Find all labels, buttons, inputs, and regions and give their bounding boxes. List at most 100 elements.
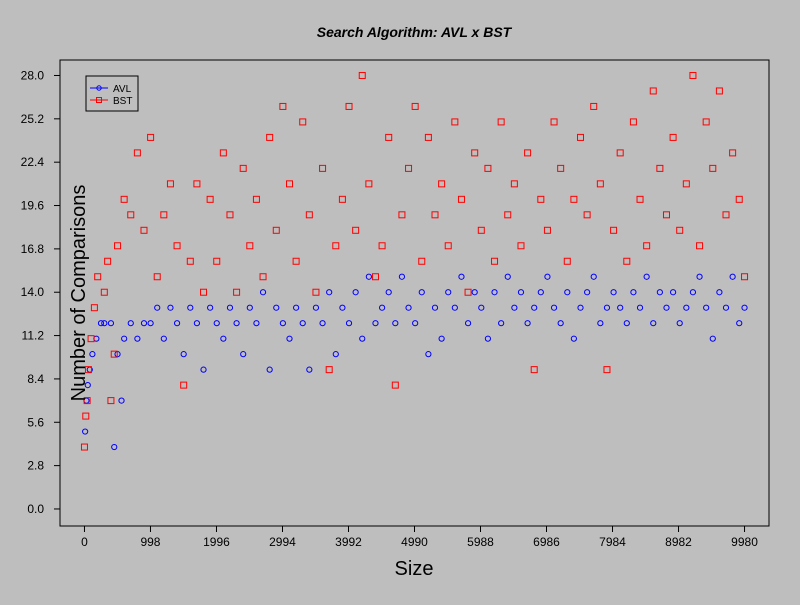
data-point-bst [173,242,181,250]
data-point-bst [702,118,710,126]
data-point-avl [458,273,465,280]
data-point-avl [154,304,161,311]
data-point-avl [650,320,657,327]
data-point-avl [359,335,366,342]
y-tick-label: 14.0 [21,285,45,299]
data-point-bst [696,242,704,250]
data-point-avl [101,320,108,327]
data-point-avl [187,304,194,311]
data-point-bst [398,211,406,219]
data-point-avl [716,289,723,296]
data-point-bst [226,211,234,219]
data-point-bst [358,71,366,79]
data-point-avl [173,320,181,327]
data-point-bst [484,164,492,172]
x-tick-label: 9980 [731,535,758,549]
data-point-avl [253,320,260,327]
data-point-avl [372,320,379,327]
data-point-avl [220,335,227,342]
data-point-bst [319,164,327,172]
legend-label-avl: AVL [113,84,132,95]
y-tick-label: 22.4 [21,155,45,169]
y-tick-label: 19.6 [21,199,45,213]
data-point-bst [497,118,505,126]
data-point-bst [246,242,254,250]
y-tick-label: 11.2 [22,329,45,343]
data-point-avl [213,320,220,327]
data-point-bst [411,102,419,110]
data-point-avl [504,273,511,280]
x-tick-label: 0 [81,535,88,549]
data-point-bst [662,211,670,219]
data-point-avl [392,320,399,327]
data-point-bst [285,180,293,188]
data-point-bst [623,257,631,265]
data-point-avl [630,289,637,296]
data-point-avl [378,304,386,311]
data-point-bst [616,149,624,157]
data-point-avl [464,320,472,327]
data-point-avl [89,351,96,358]
data-point-bst [239,164,247,172]
data-point-bst [735,195,743,203]
data-point-avl [412,320,419,327]
data-point-bst [272,226,280,234]
data-point-avl [167,304,174,311]
y-tick-label: 16.8 [21,242,45,256]
data-point-bst [722,211,730,219]
data-point-bst [418,257,426,265]
data-point-avl [299,320,306,327]
data-point-avl [405,304,412,311]
data-point-bst [200,288,208,296]
data-point-bst [656,164,664,172]
data-point-avl [84,382,91,389]
data-point-avl [623,320,630,327]
y-tick-label: 0.0 [27,502,44,516]
data-point-avl [683,304,690,311]
data-point-bst [451,118,459,126]
data-point-avl [736,320,743,327]
data-point-avl [240,351,247,358]
data-point-bst [107,397,115,405]
data-point-bst [610,226,618,234]
data-point-bst [186,257,194,265]
data-point-avl [478,304,485,311]
data-point-avl [118,397,125,404]
x-tick-label: 3992 [335,535,362,549]
data-point-bst [444,242,452,250]
data-point-avl [636,304,644,311]
data-point-bst [160,211,168,219]
data-point-bst [563,257,571,265]
chart-title: Search Algorithm: AVL x BST [317,24,513,40]
data-point-bst [259,273,267,281]
data-point-bst [438,180,446,188]
data-point-avl [273,304,280,311]
data-point-bst [669,133,677,141]
data-point-avl [498,320,505,327]
data-point-bst [213,257,221,265]
data-point-bst [570,195,578,203]
data-point-bst [82,412,90,420]
data-point-bst [147,133,155,141]
data-point-bst [715,87,723,95]
data-point-bst [100,288,108,296]
data-point-bst [120,195,128,203]
data-point-bst [110,350,118,358]
data-point-bst [590,102,598,110]
data-point-avl [689,289,697,296]
data-point-avl [385,289,392,296]
data-point-bst [332,242,340,250]
data-point-avl [207,304,214,311]
data-point-bst [87,335,95,343]
data-point-bst [299,118,307,126]
data-point-avl [180,351,187,358]
data-point-avl [438,335,445,342]
data-point-avl [590,273,597,280]
data-point-bst [510,180,518,188]
data-point-avl [722,304,730,311]
data-point-bst [352,226,360,234]
legend-marker-bst [96,97,102,103]
data-point-avl [312,304,320,311]
data-point-bst [80,443,88,451]
